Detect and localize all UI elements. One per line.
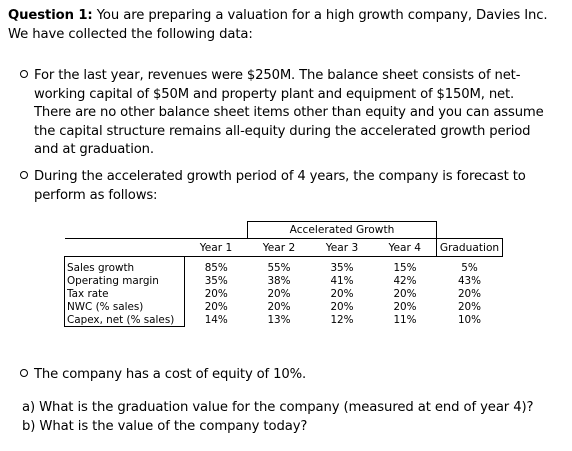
group-header: Accelerated Growth	[247, 221, 437, 239]
table-row: Sales growth 85% 55% 35% 15% 5%	[64, 256, 503, 274]
table-cell: 15%	[373, 256, 437, 274]
table-row: Operating margin 35% 38% 41% 42% 43%	[64, 274, 503, 287]
table-cell: 20%	[204, 300, 228, 313]
table-cell: 85%	[184, 256, 248, 274]
table-cell: 20%	[457, 300, 482, 313]
question-label: Question 1:	[8, 8, 93, 23]
bullet-circle-icon	[20, 369, 28, 377]
table-cell: 35%	[310, 256, 374, 274]
forecast-table: Accelerated Growth Year 1 Year 2 Year 3 …	[64, 221, 503, 327]
bullet-circle-icon	[20, 171, 28, 179]
table-cell: 20%	[204, 287, 228, 300]
table-cell: 38%	[267, 274, 291, 287]
bullet-revenues: For the last year, revenues were $250M. …	[20, 67, 564, 160]
row-label: Tax rate	[64, 287, 185, 300]
table-cell: 55%	[247, 256, 311, 274]
row-label: NWC (% sales)	[64, 300, 185, 313]
table-cell: 20%	[330, 300, 354, 313]
bullet-circle-icon	[20, 70, 28, 78]
bullet-line: The company has a cost of equity of 10%.	[34, 367, 307, 382]
table-cell: 20%	[267, 300, 291, 313]
bullet-line: There are no other balance sheet items o…	[34, 105, 544, 120]
table-cell: 10%	[457, 313, 482, 326]
column-header: Graduation	[436, 238, 503, 257]
row-label: Capex, net (% sales)	[64, 313, 185, 327]
table-cell: 42%	[393, 274, 417, 287]
bullet-line: For the last year, revenues were $250M. …	[34, 68, 521, 83]
row-label: Operating margin	[64, 274, 185, 287]
table-cell: 5%	[436, 256, 503, 274]
table-cell: 20%	[267, 287, 291, 300]
table-cell: 12%	[330, 313, 354, 326]
question-intro-line-2: We have collected the following data:	[8, 27, 253, 42]
table-cell: 35%	[204, 274, 228, 287]
table-cell: 20%	[393, 287, 417, 300]
column-header: Year 2	[262, 241, 296, 254]
bullet-cost-of-equity: The company has a cost of equity of 10%.	[20, 366, 564, 385]
bullet-forecast: During the accelerated growth period of …	[20, 168, 564, 205]
question-intro-line-1: Question 1: You are preparing a valuatio…	[8, 8, 548, 23]
table-cell: 20%	[330, 287, 354, 300]
table-cell: 20%	[393, 300, 417, 313]
table-row: Capex, net (% sales) 14% 13% 12% 11% 10%	[64, 313, 503, 327]
table-cell: 14%	[204, 313, 228, 326]
question-part-a: a) What is the graduation value for the …	[22, 400, 534, 415]
bullet-line: During the accelerated growth period of …	[34, 169, 526, 184]
row-label: Sales growth	[64, 256, 185, 274]
column-header: Year 3	[325, 241, 359, 254]
table-cell: 11%	[393, 313, 417, 326]
table-header-row: Year 1 Year 2 Year 3 Year 4 Graduation	[65, 238, 503, 257]
table-cell: 43%	[457, 274, 482, 287]
bullet-line: and at graduation.	[34, 142, 154, 157]
column-header: Year 4	[388, 241, 422, 254]
table-row: Tax rate 20% 20% 20% 20% 20%	[64, 287, 503, 300]
table-cell: 13%	[267, 313, 291, 326]
table-row: NWC (% sales) 20% 20% 20% 20% 20%	[64, 300, 503, 313]
column-header: Year 1	[199, 241, 233, 254]
bullet-line: the capital structure remains all-equity…	[34, 123, 531, 139]
bullet-line: working capital of $50M and property pla…	[34, 86, 515, 102]
table-cell: 20%	[457, 287, 482, 300]
question-intro: You are preparing a valuation for a high…	[96, 8, 548, 23]
bullet-line: perform as follows:	[34, 187, 158, 203]
question-part-b: b) What is the value of the company toda…	[22, 419, 308, 434]
table-cell: 41%	[330, 274, 354, 287]
table-group-row: Accelerated Growth	[64, 221, 503, 239]
